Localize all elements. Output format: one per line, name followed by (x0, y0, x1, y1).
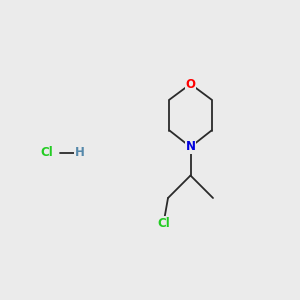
Text: N: N (185, 140, 196, 154)
Text: O: O (185, 77, 196, 91)
Text: Cl: Cl (40, 146, 53, 160)
Text: H: H (75, 146, 84, 160)
Text: Cl: Cl (157, 217, 170, 230)
